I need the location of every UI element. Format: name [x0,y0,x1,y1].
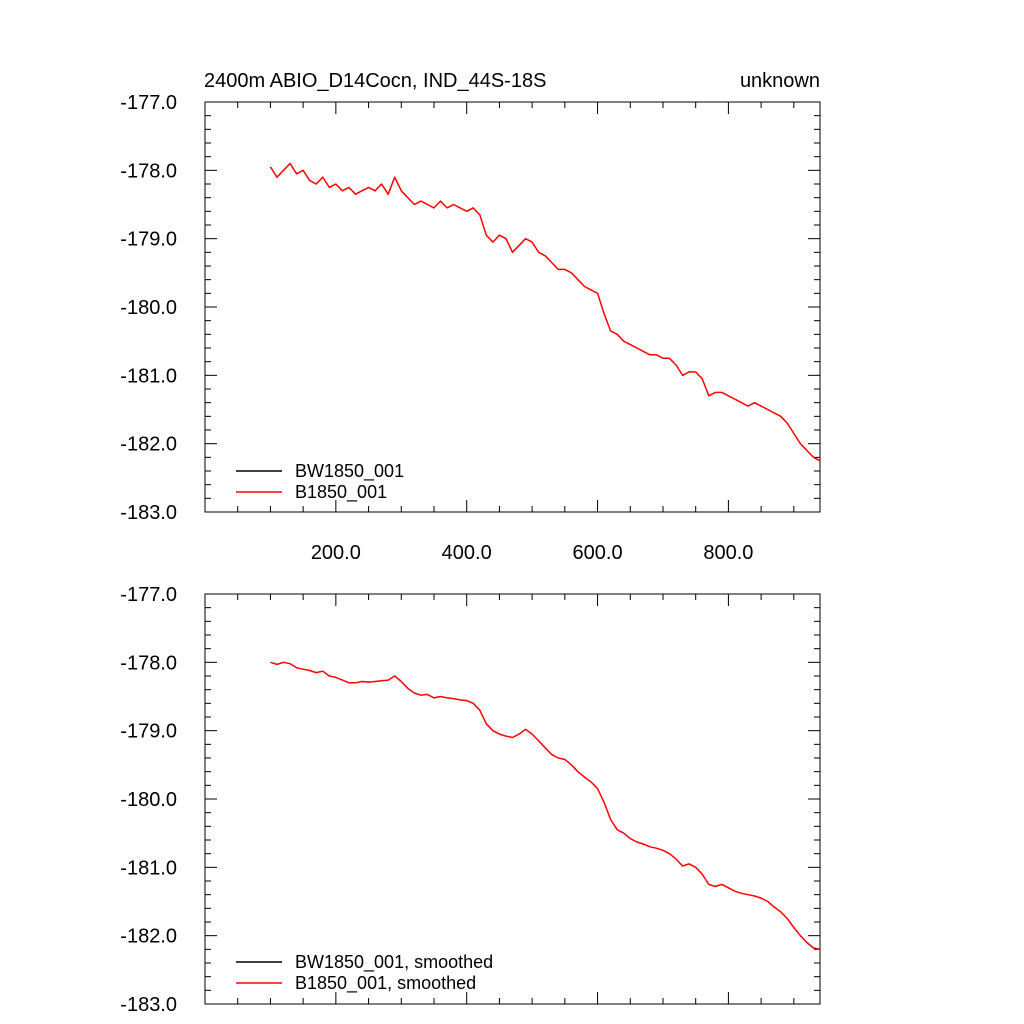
top-y-tick-label: -181.0 [120,365,177,387]
top-series-line-b1850-001 [269,162,821,462]
bottom-legend-label-b1850: B1850_001, smoothed [295,973,476,994]
top-title-left: 2400m ABIO_D14Cocn, IND_44S-18S [204,70,546,92]
top-legend-label-bw1850: BW1850_001 [295,461,404,482]
bottom-y-tick-label: -177.0 [120,584,177,606]
top-legend-label-b1850: B1850_001 [295,482,387,503]
bottom-plot-frame [204,593,821,1005]
top-x-tick-label: 200.0 [311,542,361,564]
top-y-tick-label: -178.0 [120,160,177,182]
bottom-y-tick-label: -179.0 [120,721,177,743]
bottom-y-tick-label: -178.0 [120,652,177,674]
top-y-tick-label: -180.0 [120,297,177,319]
top-x-tick-label: 800.0 [703,542,753,564]
top-y-tick-label: -177.0 [120,92,177,114]
top-y-tick-label: -183.0 [120,502,177,524]
bottom-legend-label-bw1850: BW1850_001, smoothed [295,952,493,973]
top-y-tick-label: -182.0 [120,434,177,456]
bottom-y-tick-label: -181.0 [120,857,177,879]
top-plot-frame [204,101,821,513]
bottom-y-tick-label: -180.0 [120,789,177,811]
bottom-series-lines [270,661,821,951]
bottom-legend: BW1850_001, smoothed B1850_001, smoothed [236,952,493,994]
top-x-tick-label: 600.0 [573,542,623,564]
bottom-series-line-b1850-001 [270,661,821,951]
top-title-right: unknown [740,70,820,92]
bottom-axis-ticks: -177.0 -178.0 -179.0 -180.0 -181.0 -182.0 -183… [120,584,820,1016]
bottom-panel: -177.0 -178.0 -179.0 -180.0 -181.0 -182.0 -183… [120,584,821,1016]
top-axis-ticks: -177.0 -178.0 -179.0 -180.0 -181.0 -182.0 -183… [120,92,820,564]
top-x-tick-label: 400.0 [442,542,492,564]
top-legend: BW1850_001 B1850_001 [236,461,404,503]
top-panel: 2400m ABIO_D14Cocn, IND_44S-18S unknown … [120,70,821,564]
top-series-lines [269,162,821,462]
top-y-tick-label: -179.0 [120,229,177,251]
bottom-y-tick-label: -182.0 [120,926,177,948]
bottom-y-tick-label: -183.0 [120,994,177,1016]
